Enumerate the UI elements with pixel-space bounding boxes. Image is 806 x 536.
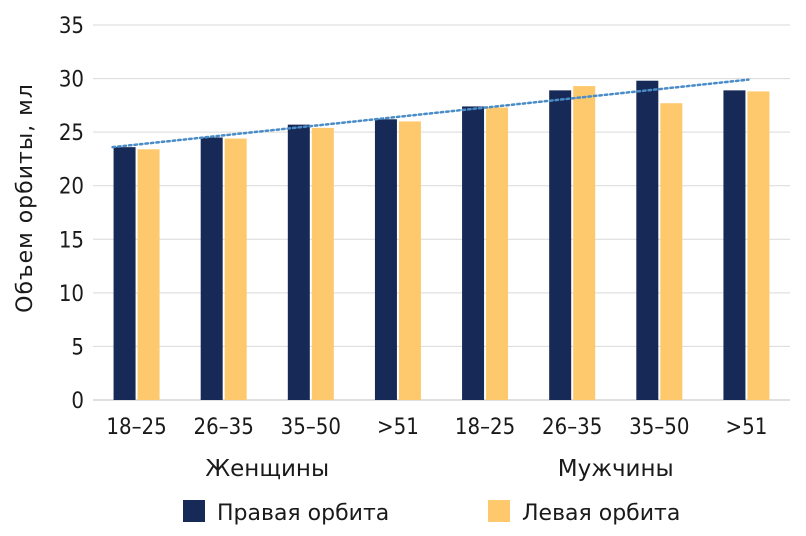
bar-left-orbit bbox=[137, 149, 160, 400]
y-tick-label: 10 bbox=[59, 282, 84, 307]
bar-left-orbit bbox=[486, 107, 509, 400]
bar-left-orbit bbox=[311, 127, 334, 400]
bar-left-orbit bbox=[660, 103, 683, 400]
bar-left-orbit bbox=[398, 121, 421, 400]
legend-swatch bbox=[488, 500, 510, 522]
legend-label: Правая орбита bbox=[217, 501, 389, 526]
x-tick-label: 18–25 bbox=[455, 415, 515, 440]
x-tick-label: 18–25 bbox=[106, 415, 166, 440]
x-tick-label: >51 bbox=[377, 415, 419, 440]
bar-right-orbit bbox=[636, 80, 659, 400]
y-tick-label: 5 bbox=[71, 335, 84, 360]
legend-swatch bbox=[183, 500, 205, 522]
trend-line-group bbox=[111, 78, 750, 149]
y-axis-ticks: 0 5 10 15 20 25 30 35 bbox=[59, 14, 84, 414]
y-tick-label: 30 bbox=[59, 68, 84, 93]
x-tick-label: 26–35 bbox=[542, 415, 602, 440]
legend-label: Левая орбита bbox=[522, 501, 680, 526]
group-labels: Женщины Мужчины bbox=[205, 456, 673, 482]
x-tick-label: 26–35 bbox=[194, 415, 254, 440]
bar-right-orbit bbox=[549, 90, 572, 400]
x-axis-ticks: 18–25 26–35 35–50 >51 18–25 26–35 35–50 >51 bbox=[106, 415, 767, 440]
y-tick-label: 25 bbox=[59, 121, 84, 146]
legend: Правая орбита Левая орбита bbox=[183, 500, 680, 526]
x-tick-label: 35–50 bbox=[629, 415, 689, 440]
y-tick-label: 20 bbox=[59, 175, 84, 200]
bar-left-orbit bbox=[573, 86, 596, 401]
x-tick-label: 35–50 bbox=[281, 415, 341, 440]
y-tick-label: 0 bbox=[71, 389, 84, 414]
group-label: Мужчины bbox=[558, 456, 674, 482]
y-axis-label: Объем орбиты, мл bbox=[13, 83, 38, 313]
bar-right-orbit bbox=[374, 119, 397, 401]
bars bbox=[113, 80, 770, 401]
bar-left-orbit bbox=[747, 91, 770, 400]
bar-right-orbit bbox=[723, 90, 746, 400]
bar-right-orbit bbox=[200, 137, 223, 400]
bar-right-orbit bbox=[287, 124, 310, 401]
x-tick-label: >51 bbox=[726, 415, 768, 440]
bar-right-orbit bbox=[113, 147, 136, 400]
y-tick-label: 35 bbox=[59, 14, 84, 39]
grid-lines bbox=[93, 24, 790, 401]
bar-right-orbit bbox=[462, 106, 485, 400]
trend-line bbox=[111, 78, 750, 149]
group-label: Женщины bbox=[205, 456, 329, 482]
y-tick-label: 15 bbox=[59, 228, 84, 253]
bar-left-orbit bbox=[224, 138, 247, 401]
